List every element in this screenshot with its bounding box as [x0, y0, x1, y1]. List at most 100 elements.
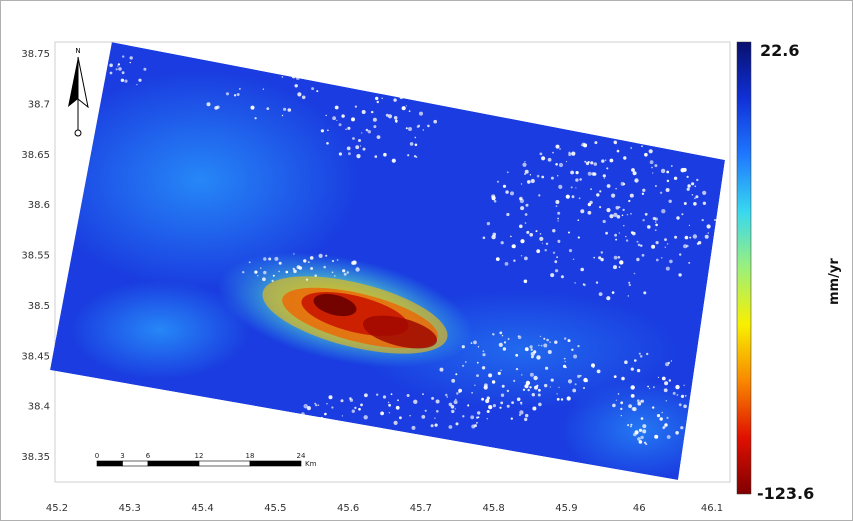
speckle-dot: [649, 387, 651, 390]
speckle-dot: [587, 210, 592, 215]
speckle-dot: [593, 172, 597, 176]
speckle-dot: [587, 202, 592, 207]
speckle-dot: [667, 361, 671, 365]
speckle-dot: [620, 181, 625, 186]
speckle-dot: [545, 242, 549, 245]
speckle-dot: [524, 417, 528, 422]
speckle-dot: [336, 119, 338, 121]
speckle-dot: [394, 119, 398, 123]
speckle-dot: [686, 187, 690, 191]
speckle-dot: [360, 403, 363, 407]
speckle-dot: [338, 152, 342, 156]
speckle-dot: [517, 335, 520, 337]
speckle-dot: [601, 159, 605, 163]
speckle-dot: [461, 345, 465, 349]
speckle-dot: [558, 162, 564, 168]
speckle-dot: [515, 353, 519, 357]
speckle-dot: [539, 335, 542, 338]
speckle-dot: [516, 397, 521, 402]
speckle-dot: [644, 212, 648, 216]
speckle-dot: [568, 152, 572, 157]
speckle-dot: [625, 239, 629, 242]
speckle-dot: [537, 393, 541, 397]
speckle-dot: [293, 269, 297, 274]
speckle-dot: [527, 388, 530, 392]
speckle-dot: [436, 410, 439, 413]
speckle-dot: [638, 428, 643, 432]
speckle-dot: [585, 161, 590, 166]
speckle-dot: [630, 423, 633, 426]
speckle-dot: [247, 62, 250, 65]
x-tick-label: 45.6: [337, 503, 359, 514]
speckle-dot: [239, 88, 241, 90]
speckle-dot: [136, 84, 138, 86]
speckle-dot: [666, 243, 669, 245]
speckle-dot: [680, 426, 684, 430]
speckle-dot: [500, 401, 504, 405]
speckle-dot: [488, 405, 493, 410]
speckle-dot: [303, 259, 307, 263]
speckle-dot: [278, 261, 282, 265]
colorbar-unit-label: mm/yr: [827, 258, 842, 305]
speckle-dot: [417, 124, 421, 128]
speckle-dot: [582, 283, 585, 286]
speckle-dot: [638, 440, 643, 444]
speckle-dot: [558, 386, 560, 389]
speckle-dot: [358, 407, 361, 411]
speckle-dot: [554, 340, 558, 344]
speckle-dot: [391, 158, 396, 163]
speckle-dot: [524, 213, 528, 216]
y-tick-label: 38.4: [28, 402, 50, 413]
speckle-dot: [354, 105, 357, 108]
speckle-dot: [361, 132, 363, 134]
speckle-dot: [352, 137, 355, 140]
speckle-dot: [577, 374, 581, 378]
speckle-dot: [637, 437, 641, 441]
speckle-dot: [612, 403, 616, 408]
speckle-dot: [325, 114, 327, 117]
speckle-dot: [654, 229, 657, 232]
speckle-dot: [326, 142, 329, 145]
speckle-dot: [666, 435, 671, 439]
speckle-dot: [600, 257, 604, 262]
speckle-dot: [325, 254, 328, 257]
speckle-dot: [630, 231, 634, 234]
speckle-dot: [545, 366, 549, 370]
speckle-dot: [510, 417, 513, 420]
speckle-dot: [388, 403, 391, 407]
speckle-dot: [564, 360, 566, 363]
speckle-dot: [606, 208, 611, 213]
speckle-dot: [351, 117, 355, 122]
speckle-dot: [530, 348, 533, 351]
speckle-dot: [613, 265, 617, 270]
speckle-dot: [414, 136, 416, 139]
speckle-dot: [562, 364, 567, 368]
speckle-dot: [675, 384, 680, 390]
speckle-dot: [482, 353, 486, 357]
speckle-dot: [348, 152, 351, 156]
svg-text:N: N: [75, 47, 80, 55]
speckle-dot: [525, 203, 529, 207]
speckle-dot: [693, 202, 697, 206]
decorrelated-areas: [109, 55, 717, 446]
x-tick-label: 45.4: [191, 503, 213, 514]
speckle-dot: [520, 255, 523, 257]
speckle-dot: [606, 184, 611, 188]
speckle-dot: [477, 346, 480, 348]
speckle-dot: [655, 258, 659, 262]
speckle-dot: [124, 79, 128, 83]
speckle-dot: [640, 435, 644, 440]
speckle-dot: [214, 106, 218, 110]
speckle-dot: [520, 401, 522, 404]
speckle-dot: [552, 151, 554, 154]
speckle-dot: [706, 224, 711, 229]
speckle-dot: [665, 400, 667, 402]
speckle-dot: [567, 379, 573, 384]
speckle-dot: [117, 65, 119, 67]
speckle-dot: [345, 128, 347, 131]
speckle-dot: [206, 102, 211, 107]
speckle-dot: [524, 169, 529, 174]
speckle-dot: [524, 173, 526, 175]
speckle-dot: [611, 193, 616, 198]
speckle-dot: [684, 395, 687, 397]
